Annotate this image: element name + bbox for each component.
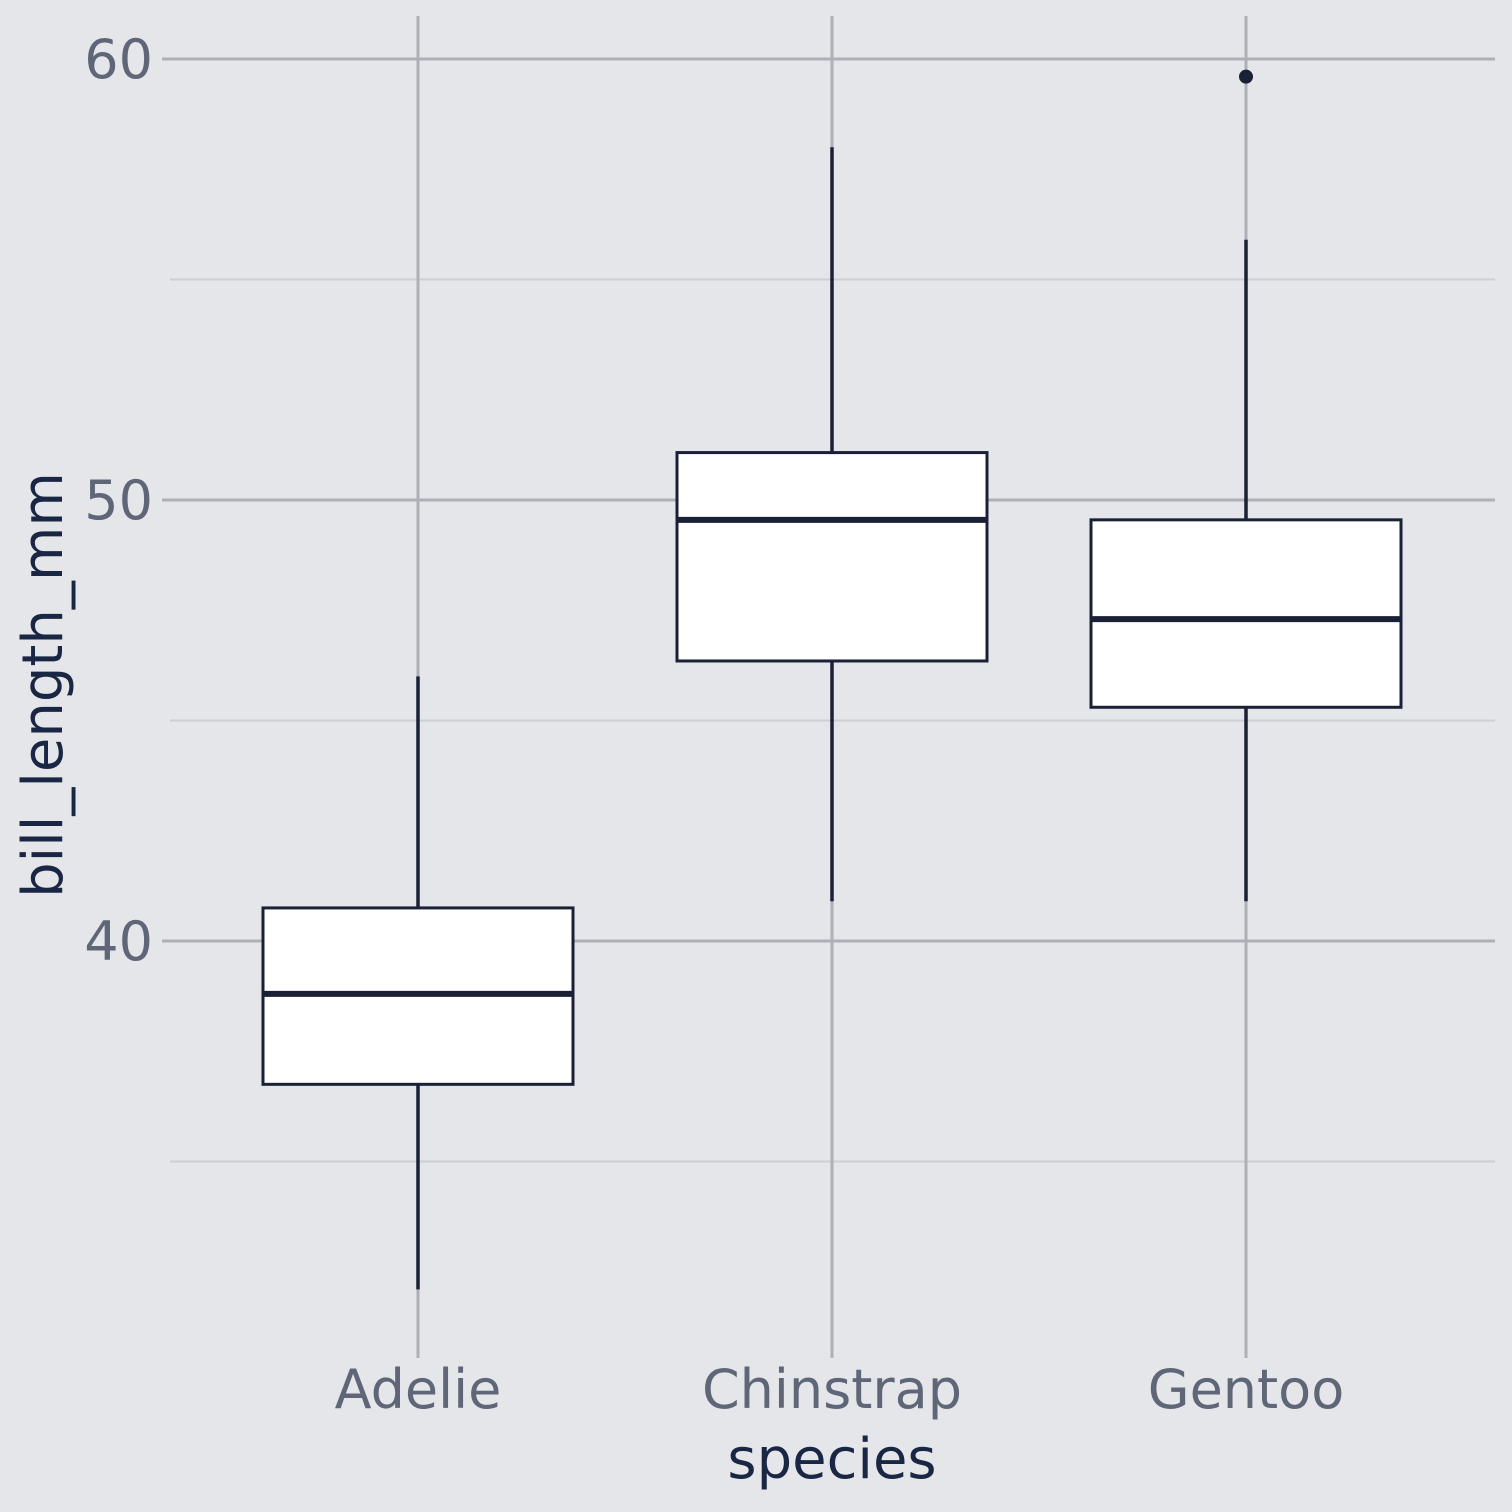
iqr-box [675,451,989,663]
box-adelie [261,676,575,1290]
box-chinstrap [675,147,989,902]
y-tick-label: 50 [84,469,153,532]
boxes-layer [261,69,1403,1290]
x-tick-label: Adelie [335,1358,502,1421]
y-axis-title: bill_length_mm [11,472,76,898]
x-tick-labels: Adelie Chinstrap Gentoo [335,1358,1345,1421]
y-tick-label: 40 [84,910,153,973]
y-tick-label: 60 [84,28,153,91]
y-tick-labels: 40 50 60 [84,28,153,973]
x-axis-title: species [727,1427,936,1492]
x-tick-label: Gentoo [1148,1358,1345,1421]
box-gentoo [1089,69,1403,902]
iqr-box [1089,518,1403,709]
x-tick-label: Chinstrap [702,1358,962,1421]
outlier-point [1239,69,1253,84]
